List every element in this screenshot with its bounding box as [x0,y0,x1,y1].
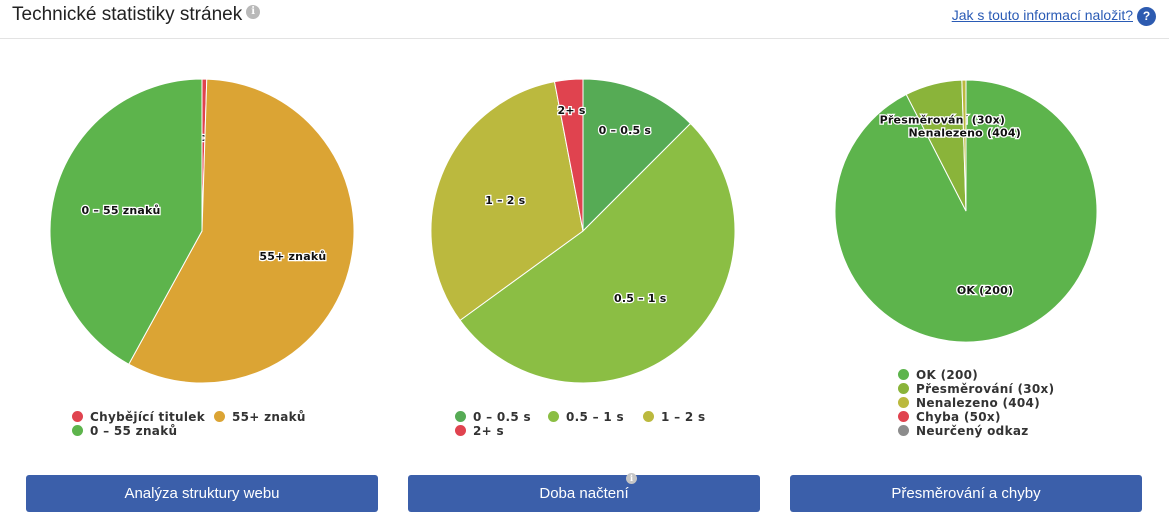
legend-dot [898,369,909,380]
legend-dot [72,411,83,422]
legend-item-nenalezeno-404[interactable]: Nenalezeno (404) [898,396,1040,410]
legend-label: Neurčený odkaz [916,424,1029,438]
slice-label-ok-200: OK (200) [957,284,1013,297]
legend-item-55-znaku[interactable]: 55+ znaků [214,410,306,424]
legend-dot [898,383,909,394]
legend-item-presmerovani-30x[interactable]: Přesměrování (30x) [898,382,1054,396]
pie-slice-2-s[interactable] [553,78,584,232]
legend-label: 2+ s [473,424,504,438]
slice-label-55-znaku: 55+ znaků [259,250,326,263]
redirects-errors-button[interactable]: Přesměrování a chyby [790,475,1142,512]
legend-item-0-55-znaku[interactable]: 0 – 55 znaků [72,424,177,438]
slice-label-nenalezeno-404: Nenalezeno (404) [909,126,1021,139]
pie-slice-nenalezeno-404[interactable] [961,79,967,212]
slice-label-presmerovani-30x: Přesměrování (30x) [880,114,1005,127]
pie-slice-0-55-znaku[interactable] [49,78,203,365]
legend-label: 0 – 0.5 s [473,410,531,424]
legend-label: Přesměrování (30x) [916,382,1055,396]
load-time-button[interactable]: Doba načtení [408,475,760,512]
legend-item-1-2-s[interactable]: 1 – 2 s [643,410,705,424]
legend-item-0-5-1-s[interactable]: 0.5 – 1 s [548,410,624,424]
help-link[interactable]: Jak s touto informací naložit? [951,7,1133,23]
legend-label: OK (200) [916,368,979,382]
pie-slice-1-2-s[interactable] [430,81,584,322]
legend-dot [898,397,909,408]
chart-panel-title-length: Chybějící titulek 55+ znaků 0 – 55 znaků C… [0,40,390,529]
legend-label: Nenalezeno (404) [916,396,1040,410]
structure-analysis-button[interactable]: Analýza struktury webu [26,475,378,512]
slice-label-0-0-5-s: 0 – 0.5 s [599,124,652,137]
legend-item-chyba-50x[interactable]: Chyba (50x) [898,410,1001,424]
legend-dot [455,425,466,436]
page-title-text: Technické statistiky stránek [12,4,243,25]
legend-label: Chybějící titulek [90,410,205,424]
slice-label-1-2-s: 1 – 2 s [485,194,525,207]
legend-item-2-s[interactable]: 2+ s [455,424,504,438]
legend-item-ok-200[interactable]: OK (200) [898,368,978,382]
legend-dot [72,425,83,436]
legend-item-neurceny-odkaz[interactable]: Neurčený odkaz [898,424,1029,438]
legend-label: 1 – 2 s [661,410,706,424]
chart-panel-redirects: OK (200) Přesměrování (30x) Nenalezeno (40… [779,40,1169,529]
pie-chart-redirects: OK (200) Přesměrování (30x)Nenalezeno (40… [834,79,1098,343]
legend-dot [214,411,225,422]
pie-slice-0-0-5-s[interactable] [582,78,692,233]
legend-label: 0.5 – 1 s [566,410,624,424]
legend-label: 0 – 55 znaků [90,424,178,438]
slice-label-0-5-1-s: 0.5 – 1 s [614,292,667,305]
legend-label: Chyba (50x) [916,410,1001,424]
legend-dot [455,411,466,422]
page-header: Technické statistiky stránek i Jak s tout… [0,0,1169,39]
page-title: Technické statistiky stránek i [12,4,261,26]
legend-item-0-0-5-s[interactable]: 0 – 0.5 s [455,410,531,424]
legend-title-length: Chybějící titulek 55+ znaků 0 – 55 znaků [0,410,390,450]
legend-load-time: 0 – 0.5 s 0.5 – 1 s 1 – 2 s 2+ s [389,410,779,450]
pie-chart-load-time: 0 – 0.5 s 0.5 – 1 s 1 – 2 s 2+ s [430,78,736,384]
legend-dot [548,411,559,422]
pie-slice-55-znaku[interactable] [128,78,355,384]
pie-slice-0-5-1-s[interactable] [459,122,736,384]
info-icon[interactable]: i [246,5,261,19]
legend-item-chybejici-titulek[interactable]: Chybějící titulek [72,410,205,424]
legend-dot [643,411,654,422]
slice-label-2-s: 2+ s [558,104,586,117]
slice-label-0-55-znaku: 0 – 55 znaků [81,204,160,217]
load-time-info-icon[interactable]: i [626,473,637,484]
legend-dot [898,425,909,436]
question-icon[interactable]: ? [1137,7,1156,26]
legend-dot [898,411,909,422]
legend-label: 55+ znaků [232,410,306,424]
legend-redirects: OK (200) Přesměrování (30x) Nenalezeno (40… [779,368,1169,448]
